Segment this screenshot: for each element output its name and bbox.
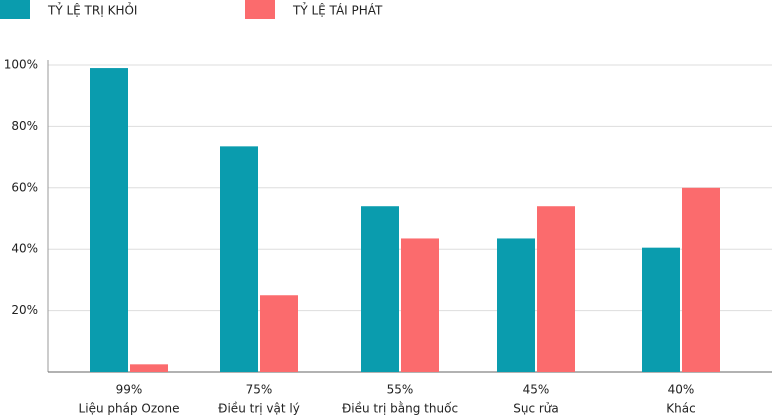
category-note: 40% [668,383,695,397]
y-tick-label: 60% [11,180,38,194]
x-tick-label: Điều trị vật lý [218,402,300,416]
bar [682,187,720,372]
legend-label: TỶ LỆ TÁI PHÁT [292,2,383,18]
category-note: 45% [523,383,550,397]
y-tick-label: 20% [11,303,38,317]
x-tick-label: Liệu pháp Ozone [79,402,180,416]
bar [497,238,535,372]
y-tick-label: 100% [4,58,38,72]
x-tick-label: Điều trị bằng thuốc [342,402,458,416]
legend-swatch [245,0,275,19]
category-note: 99% [116,383,143,397]
legend-swatch [0,0,30,19]
y-tick-label: 40% [11,242,38,256]
bar [537,206,575,372]
bar [361,206,399,372]
bar [130,364,168,372]
x-tick-label: Sục rửa [513,402,559,416]
category-note: 75% [246,383,273,397]
legend-label: TỶ LỆ TRỊ KHỎI [47,2,137,18]
bar [401,238,439,372]
bar [260,295,298,372]
y-tick-label: 80% [11,119,38,133]
x-tick-label: Khác [666,402,695,416]
bar [220,146,258,372]
category-note: 55% [387,383,414,397]
bar [642,247,680,372]
bar [90,68,128,372]
